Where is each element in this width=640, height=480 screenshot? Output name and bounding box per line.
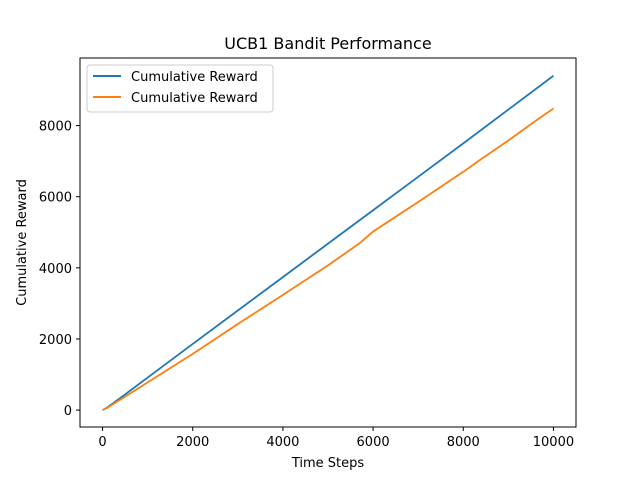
legend-label-1: Cumulative Reward <box>131 70 258 85</box>
y-tick-label: 8000 <box>39 120 72 135</box>
y-tick-label: 2000 <box>39 333 72 348</box>
x-tick-label: 8000 <box>447 435 480 450</box>
y-tick-label: 4000 <box>39 262 72 277</box>
legend: Cumulative Reward Cumulative Reward <box>86 64 274 113</box>
ticks-layer: 0 2000 4000 6000 8000 10000 0 2000 4000 6000 8000 <box>39 120 574 450</box>
series-line-2 <box>102 107 554 411</box>
x-tick-label: 0 <box>98 435 106 450</box>
chart-title: UCB1 Bandit Performance <box>224 34 431 53</box>
y-tick-label: 6000 <box>39 191 72 206</box>
y-tick-label: 0 <box>64 404 72 419</box>
series-layer <box>102 75 554 411</box>
plot-frame <box>79 57 577 428</box>
x-axis-label: Time Steps <box>291 456 365 471</box>
legend-label-2: Cumulative Reward <box>131 91 258 106</box>
legend-frame <box>86 64 274 113</box>
x-tick-label: 2000 <box>176 435 209 450</box>
x-tick-label: 4000 <box>266 435 299 450</box>
y-axis-label: Cumulative Reward <box>15 179 30 306</box>
x-tick-label: 10000 <box>533 435 574 450</box>
x-tick-label: 6000 <box>357 435 390 450</box>
